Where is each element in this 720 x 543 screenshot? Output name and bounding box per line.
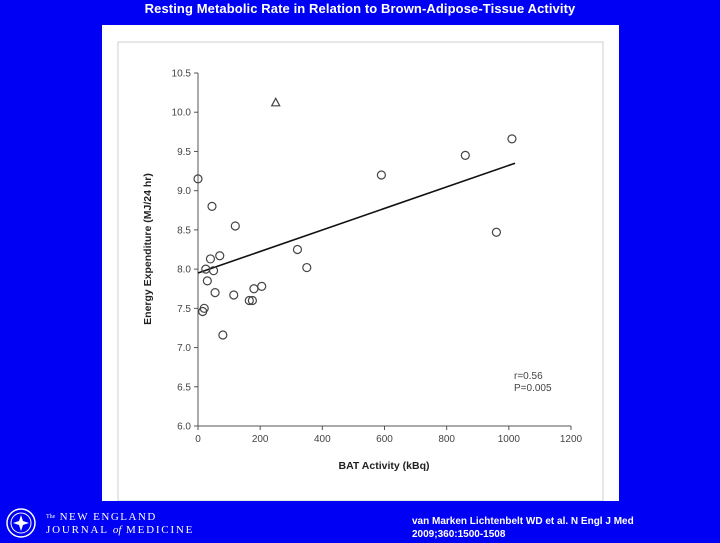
data-points	[193, 97, 517, 340]
journal-of: of	[112, 524, 122, 536]
slide-title: Resting Metabolic Rate in Relation to Br…	[144, 1, 576, 16]
data-point	[215, 251, 225, 261]
data-point	[292, 244, 303, 255]
y-tick-label: 8.0	[177, 265, 191, 276]
citation-line-1: van Marken Lichtenbelt WD et al. N Engl …	[412, 516, 634, 527]
data-point	[193, 174, 203, 184]
citation-line-2: 2009;360:1500-1508	[412, 529, 506, 540]
data-point	[257, 281, 267, 291]
seal-icon	[6, 508, 36, 538]
data-point	[460, 150, 470, 160]
y-tick-label: 9.0	[177, 186, 191, 197]
data-point-triangle	[270, 97, 281, 107]
journal-line-1: NEW ENGLAND	[59, 511, 157, 523]
x-tick-label: 400	[314, 434, 331, 445]
journal-line-2a: JOURNAL	[46, 524, 109, 536]
y-ticks: 6.0 6.5 7.0 7.5 8.0 8.5 9.0 9.5 10.0 10.5	[172, 69, 198, 433]
journal-name: The NEW ENGLAND JOURNAL of MEDICINE	[46, 511, 194, 537]
y-tick-label: 6.0	[177, 422, 191, 433]
y-tick-label: 6.5	[177, 382, 191, 393]
r-annotation: r=0.56	[514, 371, 543, 382]
data-point	[249, 284, 259, 294]
data-point	[210, 288, 220, 298]
data-point	[247, 295, 257, 306]
y-tick-label: 7.5	[177, 304, 191, 315]
chart-panel: 0 200 400 600 800 1000 1200 6.0 6.5 7.0 7.5 8.0 8.5…	[102, 25, 619, 501]
x-ticks: 0 200 400 600 800 1000 1200	[195, 426, 583, 445]
x-tick-label: 1200	[560, 434, 583, 445]
data-point	[507, 134, 517, 144]
data-point	[208, 266, 219, 276]
data-point	[230, 221, 240, 231]
nejm-seal	[6, 508, 36, 538]
y-tick-label: 9.5	[177, 147, 191, 158]
data-point	[205, 254, 216, 264]
data-point	[229, 290, 239, 300]
data-point	[218, 330, 228, 340]
y-tick-label: 8.5	[177, 225, 191, 236]
data-point	[198, 306, 208, 317]
data-point	[376, 170, 386, 180]
journal-the: The	[46, 514, 56, 520]
x-axis-title: BAT Activity (kBq)	[338, 460, 429, 472]
citation: van Marken Lichtenbelt WD et al. N Engl …	[412, 515, 712, 541]
data-point	[207, 201, 217, 211]
p-annotation: P=0.005	[514, 383, 552, 394]
journal-line-2b: MEDICINE	[126, 524, 195, 536]
y-tick-label: 7.0	[177, 343, 191, 354]
regression-line	[197, 162, 516, 274]
x-tick-label: 200	[252, 434, 269, 445]
data-point	[302, 262, 312, 273]
chart-frame	[117, 41, 604, 501]
y-tick-label: 10.0	[172, 108, 192, 119]
data-point	[491, 227, 501, 237]
data-point	[244, 295, 254, 306]
data-point	[202, 276, 212, 286]
scatter-chart: 0 200 400 600 800 1000 1200 6.0 6.5 7.0 7.5 8.0 8.5…	[117, 41, 604, 501]
x-tick-label: 600	[376, 434, 393, 445]
y-axis-title: Energy Expenditure (MJ/24 hr)	[142, 173, 154, 325]
y-tick-label: 10.5	[172, 69, 192, 80]
x-tick-label: 0	[195, 434, 201, 445]
x-tick-label: 1000	[498, 434, 521, 445]
x-tick-label: 800	[438, 434, 455, 445]
